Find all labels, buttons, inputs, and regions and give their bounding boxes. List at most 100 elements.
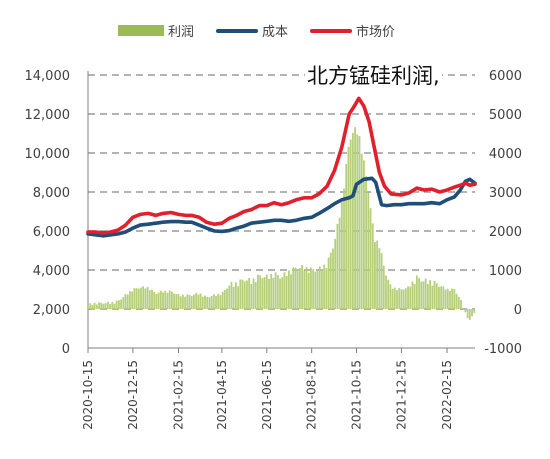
profit-bar xyxy=(301,264,304,309)
legend-item-price: 市场价 xyxy=(310,21,395,40)
profit-bar xyxy=(407,286,409,309)
profit-bar xyxy=(294,267,297,309)
profit-bar xyxy=(290,274,292,309)
profit-bar xyxy=(259,275,262,309)
profit-bar xyxy=(270,273,273,309)
legend-swatch-price xyxy=(310,28,353,33)
profit-bar xyxy=(347,146,350,309)
profit-bar xyxy=(356,134,359,309)
profit-bar xyxy=(424,278,427,309)
profit-bar xyxy=(177,294,180,309)
profit-bar xyxy=(250,284,253,309)
profit-bar xyxy=(206,296,209,309)
profit-bar xyxy=(106,301,109,309)
profit-bar xyxy=(298,268,301,309)
profit-bar xyxy=(166,292,169,309)
right-axis-tick-label: 2000 xyxy=(489,225,522,240)
profit-bar xyxy=(212,294,215,309)
profit-bar xyxy=(93,302,96,309)
profit-bar xyxy=(404,288,407,309)
profit-bar xyxy=(429,280,432,309)
profit-bar xyxy=(360,153,363,309)
profit-bar xyxy=(265,274,268,309)
profit-bar xyxy=(268,278,270,309)
profit-bar xyxy=(415,275,418,309)
legend-label-price: 市场价 xyxy=(356,25,396,40)
legend-label-profit: 利润 xyxy=(168,25,195,40)
profit-bar xyxy=(438,286,440,309)
profit-bar xyxy=(248,277,251,309)
profit-bar xyxy=(104,303,107,309)
profit-bar xyxy=(402,289,405,309)
profit-bar xyxy=(276,275,279,309)
profit-bar xyxy=(95,304,98,309)
left-axis-tick-label: 2,000 xyxy=(33,303,70,318)
profit-bar xyxy=(420,281,423,309)
profit-bar xyxy=(179,296,182,309)
x-axis-tick-label: 2021-12-15 xyxy=(394,360,408,430)
profit-bar xyxy=(241,279,244,309)
profit-bar xyxy=(164,290,167,309)
profit-bar xyxy=(354,127,356,309)
profit-bar xyxy=(122,297,125,309)
x-axis-tick-label: 2021-04-15 xyxy=(215,360,229,430)
profit-bar xyxy=(382,265,385,309)
profit-bar xyxy=(252,278,255,309)
profit-bar xyxy=(446,288,449,309)
profit-bar xyxy=(385,275,387,309)
profit-bar xyxy=(400,289,403,309)
profit-bar xyxy=(146,286,149,309)
profit-bar xyxy=(120,299,123,309)
profit-bar xyxy=(133,288,136,309)
profit-bar xyxy=(274,272,277,309)
profit-bar xyxy=(186,294,189,309)
profit-bar xyxy=(144,288,147,309)
profit-bar xyxy=(371,223,374,309)
profit-bar xyxy=(329,252,332,309)
profit-bar xyxy=(162,292,164,309)
profit-bar xyxy=(272,277,275,309)
profit-bar xyxy=(411,281,414,309)
profit-bar xyxy=(263,277,266,309)
profit-bar xyxy=(257,274,259,309)
left-axis-tick-label: 0 xyxy=(62,342,70,357)
profit-bar xyxy=(453,289,456,309)
profit-bar xyxy=(153,291,156,309)
profit-bar xyxy=(173,293,175,309)
profit-bar xyxy=(232,286,235,309)
profit-bar xyxy=(254,282,257,309)
profit-bar xyxy=(226,288,228,309)
profit-bar xyxy=(396,290,398,309)
profit-bar xyxy=(431,285,434,309)
profit-bar xyxy=(334,238,337,309)
profit-bar xyxy=(87,305,89,309)
profit-bar xyxy=(433,280,436,309)
profit-bar xyxy=(98,302,100,309)
profit-bar xyxy=(349,139,352,309)
profit-bar xyxy=(140,287,142,309)
profit-bar xyxy=(126,294,129,309)
profit-bar xyxy=(230,281,233,309)
profit-bar xyxy=(363,160,365,309)
chart-legend: 利润 成本 市场价 xyxy=(118,21,417,40)
profit-bar xyxy=(151,289,153,309)
profit-bar xyxy=(305,267,308,309)
profit-bar xyxy=(155,293,158,309)
profit-bar xyxy=(340,202,343,309)
profit-bar xyxy=(435,283,438,309)
profit-bar xyxy=(323,264,326,309)
profit-bar xyxy=(188,295,191,309)
profit-bar xyxy=(135,288,138,309)
legend-swatch-profit xyxy=(118,25,164,36)
profit-bar xyxy=(367,192,370,309)
profit-bar xyxy=(219,295,222,309)
profit-bar xyxy=(287,270,290,309)
cost-line xyxy=(86,176,477,238)
profit-bar xyxy=(217,293,220,309)
market-price-line xyxy=(86,96,477,235)
x-axis-tick-label: 2021-08-15 xyxy=(305,360,319,430)
profit-bar xyxy=(466,309,469,319)
right-axis-tick-label: -1000 xyxy=(484,342,522,357)
